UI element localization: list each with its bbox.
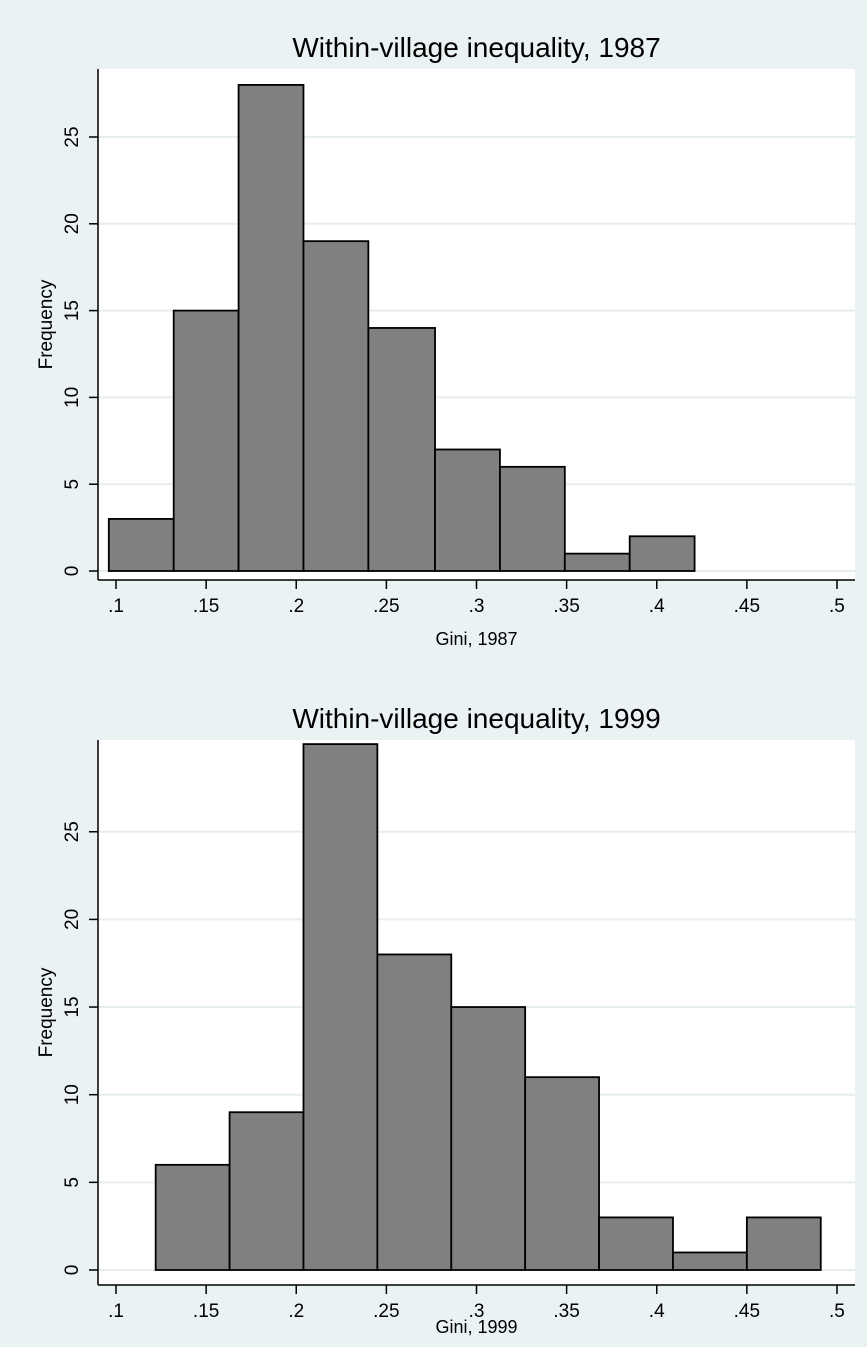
y-tick-label: 0 [62,566,83,577]
y-tick-label: 20 [62,213,83,234]
x-axis-label: Gini, 1999 [435,1317,517,1337]
histogram-1987: 0 5 10 15 20 25 .1 .15 .2 .25 .3 .35 .4 .45 .5 Within-v… [0,0,867,660]
x-axis-label: Gini, 1987 [435,629,517,649]
x-tick-label: .1 [108,596,124,617]
x-tick-label: .1 [108,1301,124,1322]
x-tick-label: .45 [734,1301,760,1322]
histogram-bar-7 [598,1216,674,1271]
y-tick-label: 20 [62,909,83,930]
x-tick-label: .15 [193,596,219,617]
y-axis-label: Frequency [36,967,57,1057]
x-tick-label: .2 [288,596,304,617]
histogram-bar-4 [302,240,370,572]
y-tick-label: 10 [62,1084,83,1105]
y-tick-label: 25 [62,126,83,147]
x-tick-label: .3 [469,596,485,617]
histogram-bar-6 [434,448,501,572]
histogram-bar-7 [499,465,566,572]
y-tick-label: 15 [62,300,83,321]
x-tick-label: .25 [373,596,399,617]
y-tick-label: 15 [62,996,83,1017]
histogram-bar-8 [563,552,631,572]
histogram-bar-4 [376,953,453,1271]
histogram-bar-3 [237,84,305,572]
x-tick-label: .15 [193,1301,219,1322]
x-tick-label: .4 [649,1301,665,1322]
x-tick-label: .5 [829,596,845,617]
chart-title: Within-village inequality, 1999 [292,703,660,734]
histogram-bar-6 [524,1076,600,1271]
y-tick-label: 10 [62,387,83,408]
x-tick-label: .4 [649,596,665,617]
histogram-bar-3 [302,743,379,1271]
histogram-bar-9 [628,535,696,572]
histogram-bar-2 [172,309,240,572]
x-tick-label: .35 [553,1301,579,1322]
histogram-bar-8 [672,1251,748,1271]
y-tick-label: 0 [62,1265,83,1276]
histogram-bar-2 [228,1111,305,1271]
y-axis-label: Frequency [36,279,57,369]
y-tick-label: 25 [62,821,83,842]
histogram-bar-1 [107,518,175,572]
y-tick-label: 5 [62,479,83,490]
x-tick-label: .35 [553,596,579,617]
histogram-bar-5 [450,1006,527,1271]
x-tick-label: .2 [288,1301,304,1322]
x-tick-label: .45 [734,596,760,617]
histogram-bar-9 [745,1216,822,1271]
histogram-bar-1 [154,1163,231,1271]
x-tick-label: .3 [469,1301,485,1322]
histogram-1999: 0 5 10 15 20 25 .1 .15 .2 .25 .3 .35 .4 .45 .5 Within-v… [0,680,867,1342]
chart-title: Within-village inequality, 1987 [292,32,660,63]
x-tick-label: .25 [373,1301,399,1322]
y-tick-label: 5 [62,1177,83,1188]
x-tick-label: .5 [829,1301,845,1322]
histogram-bar-5 [367,327,436,572]
